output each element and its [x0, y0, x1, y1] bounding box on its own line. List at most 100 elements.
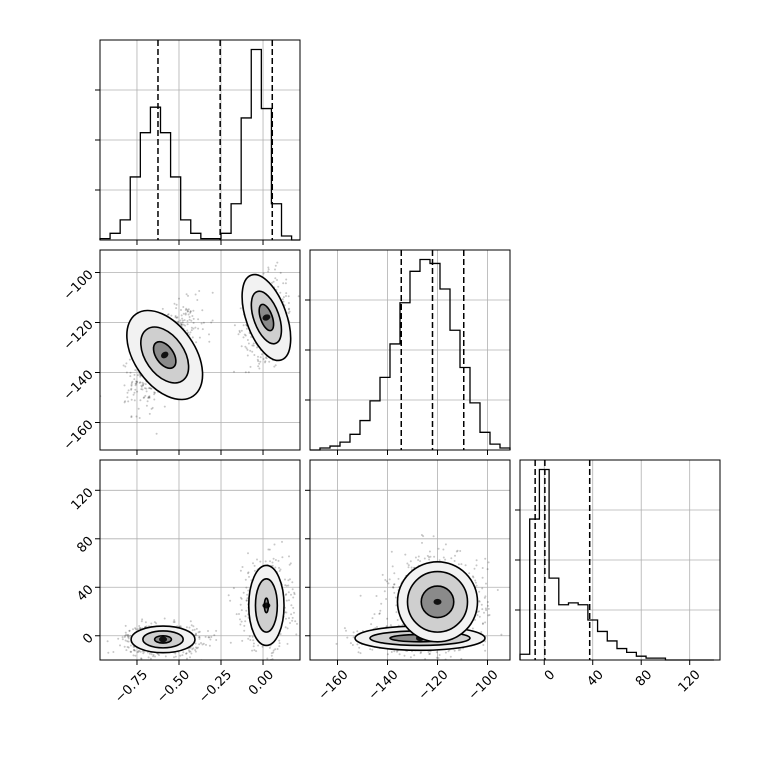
sample-point [419, 652, 422, 655]
sample-point [356, 643, 359, 646]
sample-point [148, 396, 151, 399]
sample-point [127, 389, 130, 392]
sample-point [414, 556, 417, 559]
sample-point [428, 550, 431, 553]
sample-point [200, 322, 203, 325]
sample-point [182, 323, 185, 326]
sample-point [274, 566, 277, 569]
contour-line [241, 273, 292, 362]
sample-point [264, 361, 266, 364]
sample-point [287, 312, 290, 315]
sample-point [189, 310, 192, 313]
sample-point [475, 559, 478, 562]
sample-point [274, 268, 276, 271]
contour-line [130, 625, 196, 654]
y-tick-label: −100 [61, 268, 97, 304]
sample-point [141, 650, 144, 653]
sample-point [128, 358, 131, 361]
sample-point [403, 654, 406, 657]
sample-point [253, 649, 256, 652]
sample-point [286, 642, 289, 645]
sample-point [404, 553, 407, 556]
sample-point [351, 644, 354, 646]
sample-point [484, 607, 487, 610]
sample-point [175, 303, 178, 306]
contour-line [247, 564, 285, 647]
sample-point [179, 319, 182, 322]
sample-point [233, 370, 235, 373]
sample-point [140, 388, 143, 391]
sample-point [180, 323, 183, 326]
sample-point [144, 621, 147, 624]
sample-point [285, 611, 288, 614]
sample-point [123, 645, 126, 648]
sample-point [245, 599, 248, 602]
sample-point [258, 362, 261, 365]
sample-point [240, 620, 243, 623]
sample-point [290, 613, 293, 616]
sample-point [190, 329, 193, 332]
sample-point [147, 396, 150, 399]
sample-point [454, 554, 456, 557]
sample-point [130, 387, 133, 390]
x-tick-label: −0.25 [196, 667, 235, 706]
sample-point [460, 563, 463, 566]
sample-point [134, 628, 137, 631]
sample-point [401, 623, 404, 626]
sample-point [481, 587, 484, 590]
sample-point [478, 600, 481, 602]
sample-point [181, 323, 183, 326]
sample-point [126, 396, 129, 399]
sample-point [126, 391, 129, 394]
sample-point [247, 571, 250, 574]
sample-point [123, 636, 126, 638]
sample-point [267, 266, 270, 269]
sample-point [138, 649, 141, 652]
sample-point [184, 312, 187, 315]
sample-point [457, 649, 460, 652]
sample-point [123, 384, 126, 387]
sample-point [478, 615, 481, 618]
sample-point [409, 560, 412, 563]
sample-point [209, 638, 212, 641]
sample-point [153, 621, 156, 624]
sample-point [244, 334, 247, 337]
sample-point [388, 578, 391, 581]
sample-point [194, 293, 197, 296]
sample-point [244, 615, 247, 618]
sample-point [246, 354, 249, 357]
sample-point [147, 397, 150, 399]
sample-point [163, 405, 166, 408]
sample-point [487, 614, 490, 617]
sample-point [429, 652, 431, 655]
sample-point [293, 593, 296, 596]
sample-point [260, 353, 263, 356]
sample-point [145, 404, 148, 407]
contour-line [142, 630, 184, 649]
sample-point [485, 582, 487, 585]
sample-point [383, 590, 386, 593]
sample-point [153, 393, 156, 396]
sample-point [195, 646, 197, 649]
sample-point [239, 596, 242, 599]
sample-point [140, 657, 143, 660]
sample-point [213, 634, 216, 637]
sample-point [257, 360, 260, 363]
sample-point [127, 635, 130, 638]
sample-point [139, 375, 142, 378]
sample-point [192, 647, 195, 650]
sample-point [187, 313, 190, 316]
sample-point [197, 318, 200, 321]
sample-point [227, 594, 230, 597]
sample-point [201, 328, 204, 331]
sample-point [152, 655, 155, 658]
sample-point [145, 387, 148, 390]
sample-point [480, 603, 483, 606]
sample-point [473, 567, 476, 570]
sample-point [192, 321, 195, 324]
sample-point [138, 381, 141, 384]
sample-point [352, 636, 355, 639]
sample-point [276, 648, 279, 650]
sample-point [129, 634, 132, 637]
sample-point [195, 632, 197, 635]
